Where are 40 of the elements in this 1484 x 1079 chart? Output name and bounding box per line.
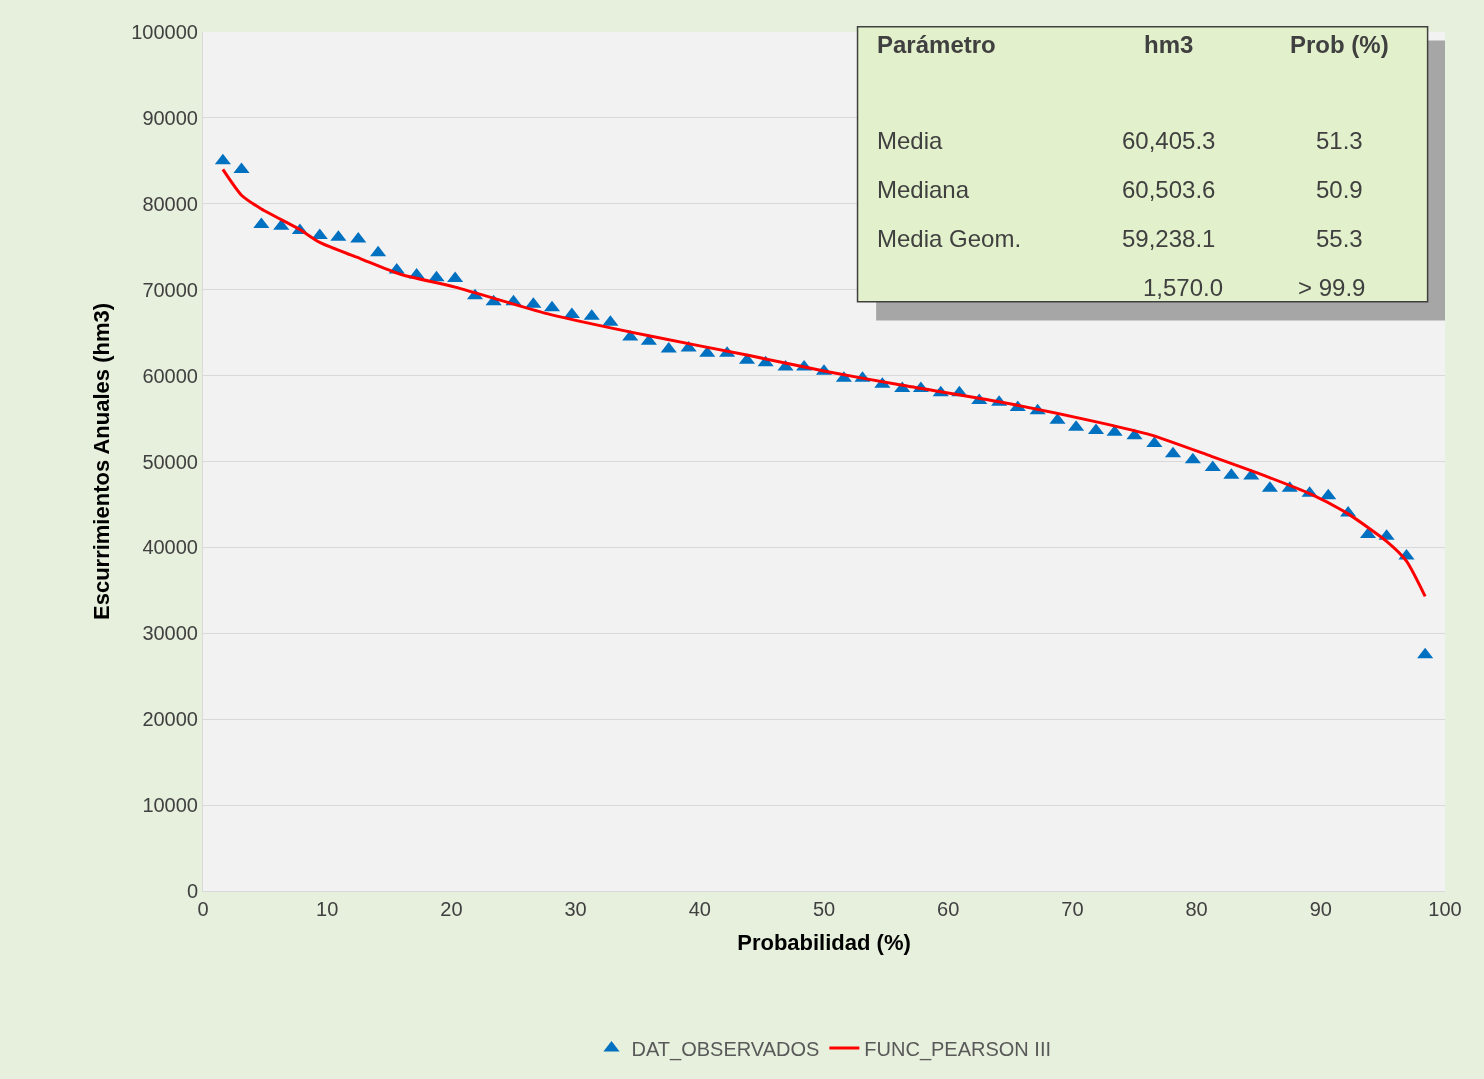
y-tick-label: 60000 (142, 364, 198, 387)
x-tick-label: 70 (1061, 898, 1084, 920)
annotation: Parámetro (877, 31, 996, 58)
x-axis-title: Probabilidad (%) (737, 929, 911, 955)
annotation: 1,570.0 (1143, 274, 1224, 301)
x-tick-label: 90 (1309, 898, 1332, 920)
x-tick-label: 10 (316, 898, 339, 920)
y-tick-label: 90000 (142, 106, 198, 129)
y-tick-label: 10000 (142, 794, 198, 817)
legend-label: FUNC_PEARSON III (864, 1037, 1052, 1061)
y-tick-label: 20000 (142, 708, 198, 731)
y-tick-label: 0 (186, 880, 198, 902)
y-tick-label: 80000 (142, 192, 198, 215)
y-tick-label: 100000 (131, 21, 198, 43)
annotation: 59,238.1 (1122, 225, 1216, 252)
x-tick-label: 30 (564, 898, 587, 920)
annotation: Media (877, 127, 944, 154)
x-tick-label: 50 (812, 898, 836, 920)
y-tick-label: 40000 (142, 536, 198, 559)
annotation: 55.3 (1316, 225, 1363, 252)
line-series (221, 167, 1427, 598)
y-tick-label: 30000 (142, 622, 198, 645)
y-tick-label: 50000 (142, 450, 198, 473)
legend-label: DAT_OBSERVADOS (631, 1037, 820, 1061)
annotation: 60,503.6 (1122, 176, 1216, 203)
annotation: hm3 (1144, 31, 1194, 58)
annotation: Mediana (877, 176, 970, 203)
x-tick-label: 40 (688, 898, 711, 920)
annotation: 51.3 (1316, 127, 1363, 154)
x-tick-label: 80 (1185, 898, 1208, 920)
annotation: 60,405.3 (1122, 127, 1216, 154)
y-tick-label: 70000 (142, 278, 198, 301)
annotation: Media Geom. (877, 225, 1022, 252)
annotation: 50.9 (1316, 176, 1363, 203)
x-tick-label: 100 (1428, 898, 1462, 920)
y-axis-title: Escurrimientos Anuales (hm3) (89, 302, 115, 621)
annotation: > 99.9 (1298, 274, 1366, 301)
annotation: Prob (%) (1290, 31, 1389, 58)
x-tick-label: 20 (440, 898, 463, 920)
x-tick-label: 60 (937, 898, 960, 920)
